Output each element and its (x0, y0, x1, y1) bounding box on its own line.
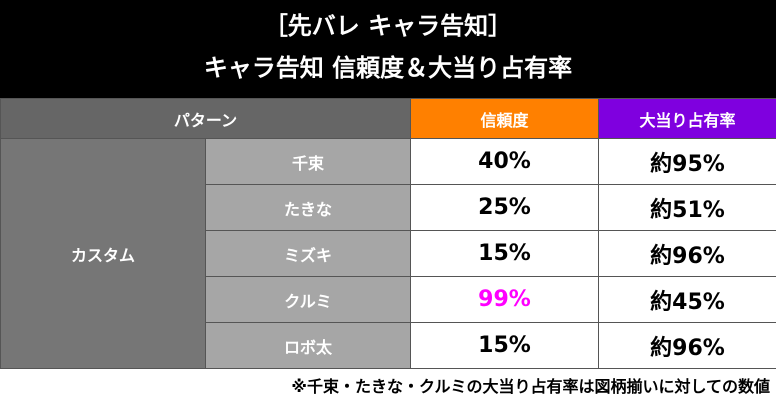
header-pattern: パターン (0, 98, 412, 139)
table-header-row: パターン 信頼度 大当り占有率 (0, 98, 776, 139)
trust-value: 40% (410, 138, 600, 185)
share-value: 約45% (598, 276, 776, 323)
title-line-2: キャラ告知 信頼度＆大当り占有率 (203, 54, 573, 82)
footnote: ※千束・たきな・クルミの大当り占有率は図柄揃いに対しての数値 (291, 377, 770, 396)
share-value: 約96% (598, 230, 776, 277)
table-row: クルミ 99% 約45% (1, 276, 776, 323)
table-row: ミズキ 15% 約96% (1, 230, 776, 277)
title-line-1: ［先バレ キャラ告知］ (263, 12, 513, 40)
share-value: 約51% (598, 184, 776, 231)
pattern-name: ロボ太 (204, 322, 412, 369)
trust-value: 15% (410, 230, 600, 277)
title-banner: ［先バレ キャラ告知］ キャラ告知 信頼度＆大当り占有率 (0, 0, 776, 98)
table-row: カスタム 千束 40% 約95% (0, 138, 776, 369)
trust-value: 15% (410, 322, 600, 369)
trust-table: パターン 信頼度 大当り占有率 カスタム 千束 40% 約95% たきな 25%… (0, 98, 776, 369)
pattern-name: 千束 (204, 138, 412, 185)
share-value: 約95% (598, 138, 776, 185)
header-trust: 信頼度 (410, 98, 600, 139)
header-share: 大当り占有率 (598, 98, 776, 139)
trust-value: 25% (410, 184, 600, 231)
pattern-name: クルミ (204, 276, 412, 323)
pattern-name: たきな (204, 184, 412, 231)
group-label: カスタム (0, 138, 206, 369)
table-row: ロボ太 15% 約96% (1, 322, 776, 369)
share-value: 約96% (598, 322, 776, 369)
pattern-name: ミズキ (204, 230, 412, 277)
trust-value-highlight: 99% (410, 276, 600, 323)
